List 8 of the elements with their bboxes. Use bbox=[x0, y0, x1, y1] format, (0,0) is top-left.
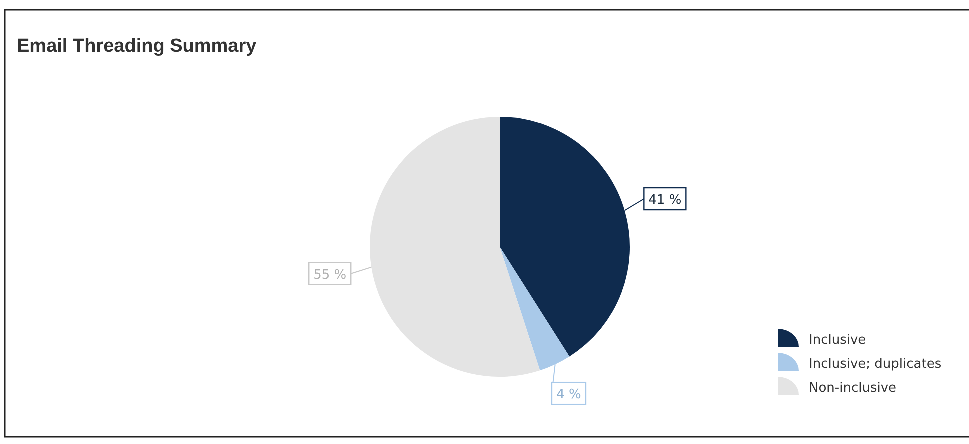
text: Email Threading Summary bbox=[17, 36, 258, 57]
legend-label: Inclusive bbox=[809, 333, 866, 348]
legend-label: Inclusive; duplicates bbox=[809, 357, 942, 372]
legend-label: Non-inclusive bbox=[809, 381, 897, 396]
data-label: 41 % bbox=[648, 193, 682, 208]
data-label: 55 % bbox=[314, 268, 347, 283]
pie-slice bbox=[370, 117, 540, 377]
data-label: 4 % bbox=[556, 388, 582, 403]
